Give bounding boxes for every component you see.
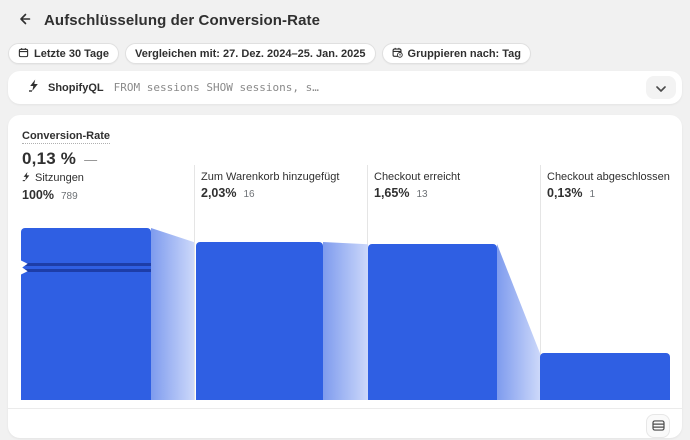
funnel-bar-warenkorb[interactable] xyxy=(196,242,323,400)
metric-value: 0,13 % xyxy=(22,149,77,168)
funnel-step-label: Checkout erreicht xyxy=(374,171,461,183)
expand-query-button[interactable] xyxy=(646,76,676,99)
funnel-step-header-warenkorb: Zum Warenkorb hinzugefügt 2,03% 16 xyxy=(201,171,339,200)
calendar-icon xyxy=(18,47,29,61)
back-button[interactable] xyxy=(14,10,34,30)
funnel-connector xyxy=(497,244,540,400)
axis-break xyxy=(20,260,151,275)
page-header: Aufschlüsselung der Conversion-Rate xyxy=(0,0,690,30)
funnel-chart: Sitzungen 100% 789 Zum Warenkorb hinzuge… xyxy=(20,165,672,400)
query-text: FROM sessions SHOW sessions, s… xyxy=(113,81,319,94)
funnel-bar-sitzungen[interactable] xyxy=(20,228,151,400)
date-range-pill[interactable]: Letzte 30 Tage xyxy=(8,43,119,64)
compare-pill[interactable]: Vergleichen mit: 27. Dez. 2024–25. Jan. … xyxy=(125,43,376,64)
funnel-step-label: Zum Warenkorb hinzugefügt xyxy=(201,171,340,183)
conversion-rate-card: Conversion-Rate 0,13 % — Sitzungen 100% … xyxy=(8,115,682,438)
funnel-connector xyxy=(323,242,368,400)
funnel-bar-checkout-abgeschlossen[interactable] xyxy=(540,353,670,400)
group-by-pill-label: Gruppieren nach: Tag xyxy=(407,47,522,60)
funnel-step-percent: 1,65% xyxy=(374,186,410,200)
calendar-clock-icon xyxy=(392,47,403,61)
chevron-down-icon xyxy=(656,80,666,95)
funnel-step-count: 13 xyxy=(416,189,428,200)
funnel-step-count: 789 xyxy=(60,191,78,202)
page-title: Aufschlüsselung der Conversion-Rate xyxy=(44,11,321,29)
funnel-step-header-checkout-abgeschlossen: Checkout abgeschlossen 0,13% 1 xyxy=(547,171,670,200)
funnel-step-count: 16 xyxy=(243,189,255,200)
query-metric-bolt-icon xyxy=(22,171,31,185)
funnel-step-header-sitzungen: Sitzungen 100% 789 xyxy=(22,171,84,202)
column-divider xyxy=(540,165,541,400)
filter-bar: Letzte 30 Tage Vergleichen mit: 27. Dez.… xyxy=(0,30,690,64)
funnel-step-percent: 100% xyxy=(22,188,54,202)
funnel-step-percent: 0,13% xyxy=(547,186,583,200)
group-by-pill[interactable]: Gruppieren nach: Tag xyxy=(381,43,532,64)
compare-pill-label: Vergleichen mit: 27. Dez. 2024–25. Jan. … xyxy=(135,47,366,60)
shopifyql-brand-label: ShopifyQL xyxy=(48,81,104,94)
arrow-left-icon xyxy=(17,12,31,29)
table-view-button[interactable] xyxy=(646,414,670,438)
column-divider xyxy=(194,165,195,400)
funnel-bar-checkout-erreicht[interactable] xyxy=(368,244,497,400)
card-footer-divider xyxy=(8,408,682,409)
metric-summary: Conversion-Rate 0,13 % — xyxy=(22,126,111,169)
funnel-step-header-checkout-erreicht: Checkout erreicht 1,65% 13 xyxy=(374,171,460,200)
funnel-step-percent: 2,03% xyxy=(201,186,237,200)
date-range-pill-label: Letzte 30 Tage xyxy=(34,47,109,60)
funnel-connector xyxy=(151,228,194,400)
funnel-step-count: 1 xyxy=(589,189,596,200)
table-icon xyxy=(651,419,665,434)
shopifyql-bolt-icon xyxy=(28,79,40,97)
metric-delta: — xyxy=(84,151,98,167)
metric-label[interactable]: Conversion-Rate xyxy=(22,130,111,144)
funnel-step-label: Checkout abgeschlossen xyxy=(547,171,670,183)
shopifyql-query-bar[interactable]: ShopifyQL FROM sessions SHOW sessions, s… xyxy=(8,71,682,104)
funnel-step-label: Sitzungen xyxy=(35,172,84,184)
